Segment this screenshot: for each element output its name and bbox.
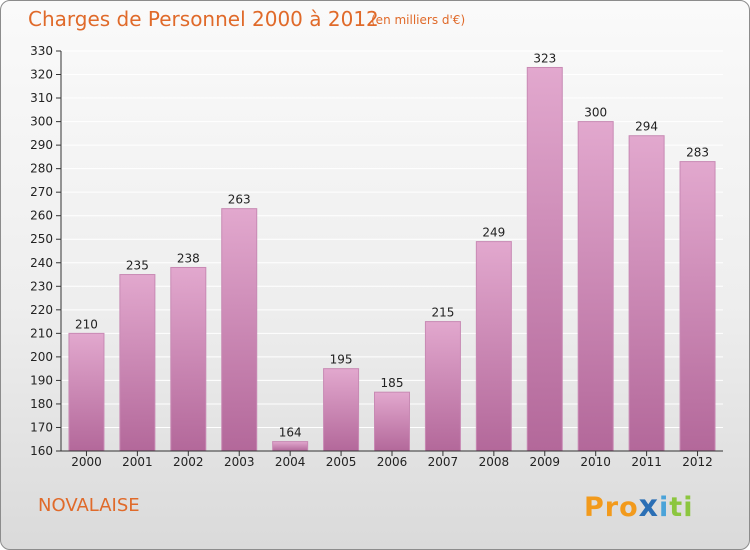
- value-label: 263: [228, 193, 251, 207]
- commune-name: NOVALAISE: [38, 495, 140, 516]
- logo-text-ti: ti: [669, 492, 694, 523]
- x-tick-label: 2006: [377, 455, 408, 469]
- grid-lines: [61, 50, 723, 452]
- x-tick-label: 2012: [682, 455, 713, 469]
- y-tick-label: 280: [30, 162, 53, 176]
- x-tick-label: 2009: [529, 455, 560, 469]
- x-tick-label: 2004: [275, 455, 306, 469]
- axes: 160 170 180 190 200 210 220 230 240 250 260 270 280 2…: [30, 44, 723, 469]
- bar-2010: [577, 121, 614, 452]
- y-tick-label: 220: [30, 303, 53, 317]
- value-label: 238: [177, 251, 200, 265]
- bar-2000: [68, 332, 105, 452]
- value-label: 164: [279, 426, 302, 440]
- y-tick-label: 180: [30, 397, 53, 411]
- bar-2008: [475, 241, 512, 452]
- y-tick-label: 210: [30, 326, 53, 340]
- y-tick-label: 300: [30, 115, 53, 129]
- bar-2007: [424, 321, 461, 452]
- bar-2006: [374, 391, 410, 452]
- x-tick-label: 2010: [580, 455, 611, 469]
- x-tick-label: 2001: [122, 455, 153, 469]
- x-tick-label: 2005: [326, 455, 357, 469]
- y-tick-label: 170: [30, 420, 53, 434]
- bars: 210 235 238 263 164 195 185 215 249 323 300 294 283: [68, 51, 716, 452]
- value-label: 235: [126, 259, 149, 273]
- y-tick-label: 330: [30, 44, 53, 58]
- x-tick-label: 2003: [224, 455, 255, 469]
- x-tick-label: 2008: [479, 455, 510, 469]
- value-label: 323: [533, 51, 556, 65]
- bar-2012: [679, 161, 716, 452]
- y-tick-label: 160: [30, 444, 53, 458]
- chart-subtitle: (en milliers d'€): [371, 13, 466, 27]
- y-tick-label: 260: [30, 209, 53, 223]
- bar-2005: [323, 368, 360, 452]
- y-tick-label: 290: [30, 138, 53, 152]
- y-tick-label: 190: [30, 373, 53, 387]
- x-tick-label: 2000: [71, 455, 102, 469]
- y-tick-label: 200: [30, 350, 53, 364]
- value-label: 210: [75, 317, 98, 331]
- y-tick-label: 320: [30, 68, 53, 82]
- y-tick-label: 230: [30, 279, 53, 293]
- chart-title: Charges de Personnel 2000 à 2012: [28, 7, 379, 31]
- bar-2002: [170, 266, 207, 452]
- y-tick-label: 250: [30, 232, 53, 246]
- logo-text-x: x: [638, 489, 660, 524]
- value-label: 185: [381, 376, 404, 390]
- bar-2011: [628, 135, 665, 452]
- y-tick-label: 240: [30, 256, 53, 270]
- x-tick-label: 2011: [631, 455, 662, 469]
- value-label: 195: [330, 353, 353, 367]
- value-label: 300: [584, 106, 607, 120]
- value-label: 249: [482, 226, 505, 240]
- bar-2003: [221, 208, 258, 452]
- proxiti-logo[interactable]: Proxiti: [584, 489, 694, 524]
- y-tick-label: 270: [30, 185, 53, 199]
- y-tick-label: 310: [30, 91, 53, 105]
- logo-text-i: i: [659, 492, 670, 523]
- value-label: 283: [686, 146, 709, 160]
- value-label: 215: [431, 306, 454, 320]
- value-label: 294: [635, 120, 658, 134]
- bar-2001: [119, 274, 156, 452]
- x-tick-label: 2007: [428, 455, 459, 469]
- bar-2004: [272, 441, 309, 452]
- x-tick-label: 2002: [173, 455, 204, 469]
- logo-text-pro: Pro: [584, 492, 639, 523]
- bar-2009: [526, 66, 563, 452]
